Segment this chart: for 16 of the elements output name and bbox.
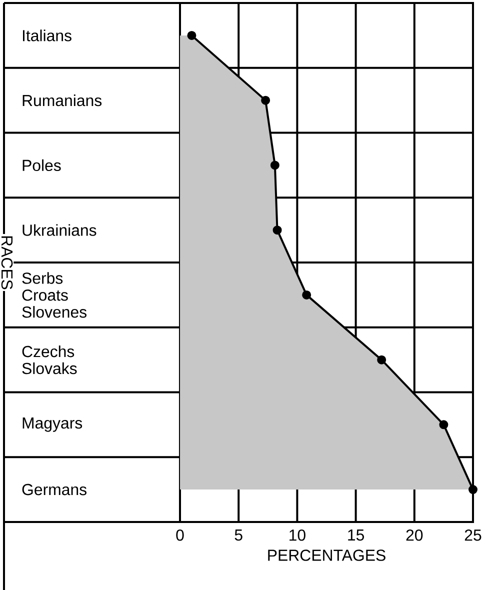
x-tick-label: 5 <box>234 530 242 541</box>
x-tick-label: 0 <box>176 530 184 541</box>
y-tick-label: Germans <box>22 484 86 496</box>
y-tick-label: Rumanians <box>22 94 102 106</box>
y-tick-label: Ukrainians <box>22 224 96 236</box>
y-axis-title: RACES <box>1 236 13 290</box>
y-tick-label: Czechs Slovaks <box>22 346 77 374</box>
y-tick-label: Italians <box>22 30 72 42</box>
y-tick-label: Magyars <box>22 418 82 432</box>
x-tick-label: 10 <box>290 530 306 541</box>
y-tick-label: Poles <box>22 159 61 172</box>
x-tick-label: 15 <box>348 530 364 541</box>
x-axis-title: PERCENTAGES <box>268 550 386 561</box>
x-tick-label: 20 <box>406 530 423 541</box>
y-tick-label: Serbs Croats Slovenes <box>22 272 86 318</box>
x-tick-label: 25 <box>464 530 482 541</box>
